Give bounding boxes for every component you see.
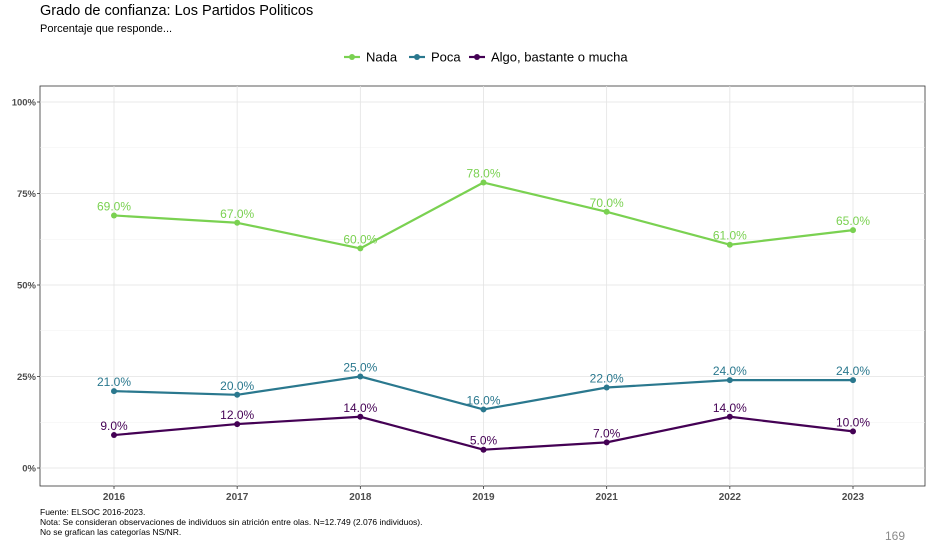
data-point <box>234 391 241 398</box>
data-label: 20.0% <box>220 379 254 393</box>
data-label: 9.0% <box>100 419 128 433</box>
data-point <box>480 446 487 453</box>
legend-label: Poca <box>431 50 461 65</box>
x-tick-label: 2021 <box>596 492 619 503</box>
data-label: 24.0% <box>713 364 747 378</box>
y-tick-label: 25% <box>17 372 37 383</box>
data-label: 21.0% <box>97 375 131 389</box>
data-label: 7.0% <box>593 426 621 440</box>
data-point <box>850 377 856 384</box>
y-tick-label: 75% <box>17 189 37 200</box>
y-tick-label: 100% <box>12 98 37 109</box>
data-label: 78.0% <box>466 167 500 181</box>
nsnr-note: No se grafican las categorías NS/NR. <box>40 527 182 537</box>
data-point <box>603 439 610 446</box>
data-point <box>111 388 117 395</box>
y-tick-label: 50% <box>17 281 37 292</box>
data-label: 25.0% <box>343 361 377 375</box>
data-label: 69.0% <box>97 199 131 213</box>
data-point <box>111 432 117 439</box>
data-label: 60.0% <box>343 232 377 246</box>
legend-label: Nada <box>366 50 398 65</box>
x-tick-label: 2023 <box>842 492 865 503</box>
chart-title: Grado de confianza: Los Partidos Politic… <box>40 3 314 19</box>
legend-key-point <box>349 54 355 60</box>
data-label: 12.0% <box>220 408 254 422</box>
data-point <box>357 373 364 380</box>
data-point <box>111 212 117 219</box>
data-point <box>357 245 364 252</box>
method-note: Nota: Se consideran observaciones de ind… <box>40 517 423 527</box>
y-tick-label: 0% <box>22 464 36 475</box>
source-note: Fuente: ELSOC 2016-2023. <box>40 507 146 517</box>
data-label: 70.0% <box>590 196 624 210</box>
data-label: 14.0% <box>343 401 377 415</box>
data-point <box>850 227 856 234</box>
legend-label: Algo, bastante o mucha <box>491 50 628 65</box>
data-label: 5.0% <box>470 434 498 448</box>
data-label: 67.0% <box>220 207 254 221</box>
legend-key-point <box>414 54 420 60</box>
chart-subtitle: Porcentaje que responde... <box>40 23 173 35</box>
data-label: 22.0% <box>590 371 624 385</box>
x-tick-label: 2018 <box>349 492 372 503</box>
data-point <box>603 384 610 391</box>
data-point <box>234 421 241 428</box>
data-label: 10.0% <box>836 415 870 429</box>
x-tick-label: 2016 <box>103 492 126 503</box>
plot-panel <box>39 85 926 487</box>
data-point <box>357 413 364 420</box>
data-point <box>726 241 733 248</box>
data-point <box>480 406 487 413</box>
page-number: 169 <box>885 529 906 543</box>
chart-notes: Fuente: ELSOC 2016-2023. Nota: Se consid… <box>40 507 423 537</box>
data-label: 16.0% <box>466 393 500 407</box>
x-tick-label: 2022 <box>719 492 742 503</box>
data-point <box>603 208 610 215</box>
data-point <box>850 428 856 435</box>
data-point <box>480 179 487 186</box>
x-tick-label: 2017 <box>226 492 249 503</box>
x-tick-label: 2019 <box>472 492 495 503</box>
data-label: 65.0% <box>836 214 870 228</box>
data-point <box>726 413 733 420</box>
data-label: 24.0% <box>836 364 870 378</box>
legend-key-point <box>474 54 480 60</box>
data-point <box>726 377 733 384</box>
data-label: 14.0% <box>713 401 747 415</box>
data-point <box>234 219 241 226</box>
data-label: 61.0% <box>713 229 747 243</box>
